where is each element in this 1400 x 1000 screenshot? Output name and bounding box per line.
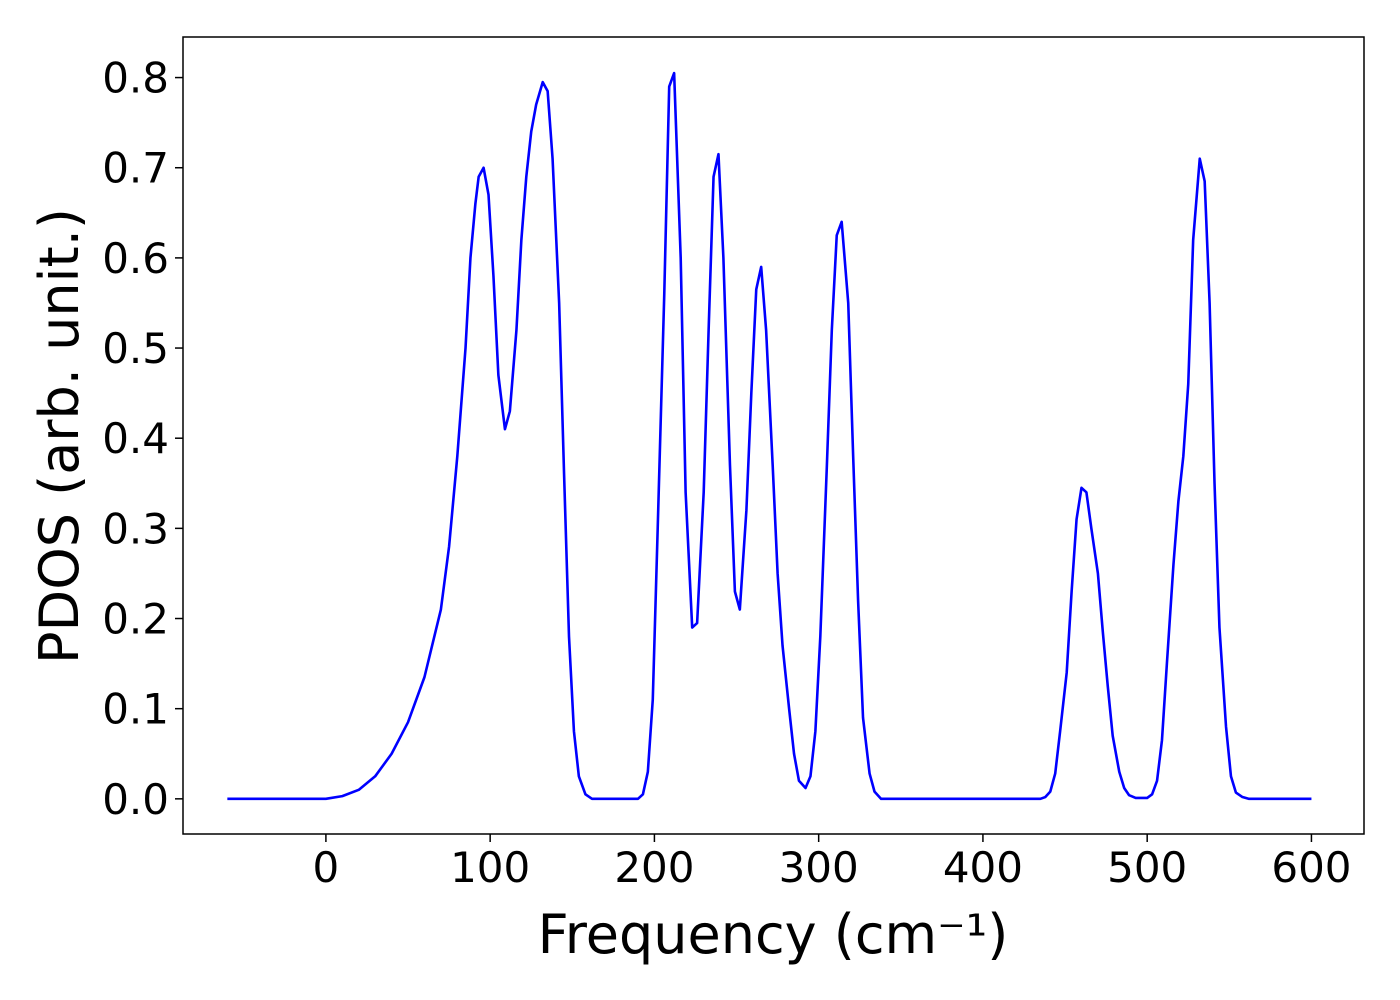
x-tick-label: 600 xyxy=(1271,843,1351,892)
y-tick-label: 0.3 xyxy=(102,504,169,553)
y-tick-label: 0.1 xyxy=(102,685,169,734)
x-tick-label: 100 xyxy=(450,843,530,892)
plot-frame xyxy=(182,36,1365,835)
y-tick-label: 0.7 xyxy=(102,144,169,193)
x-tick-label: 0 xyxy=(313,843,340,892)
y-tick-label: 0.0 xyxy=(102,775,169,824)
x-tick-label: 300 xyxy=(779,843,859,892)
y-axis-label: PDOS (arb. unit.) xyxy=(28,208,91,664)
y-tick-label: 0.8 xyxy=(102,54,169,103)
x-axis-label: Frequency (cm⁻¹) xyxy=(538,903,1009,966)
y-tick-label: 0.6 xyxy=(102,234,169,283)
x-tick-label: 200 xyxy=(614,843,694,892)
x-tick-label: 500 xyxy=(1107,843,1187,892)
y-tick-label: 0.2 xyxy=(102,595,169,644)
y-tick-label: 0.4 xyxy=(102,414,169,463)
x-tick-label: 400 xyxy=(943,843,1023,892)
y-tick-label: 0.5 xyxy=(102,324,169,373)
data-line xyxy=(227,71,1312,801)
